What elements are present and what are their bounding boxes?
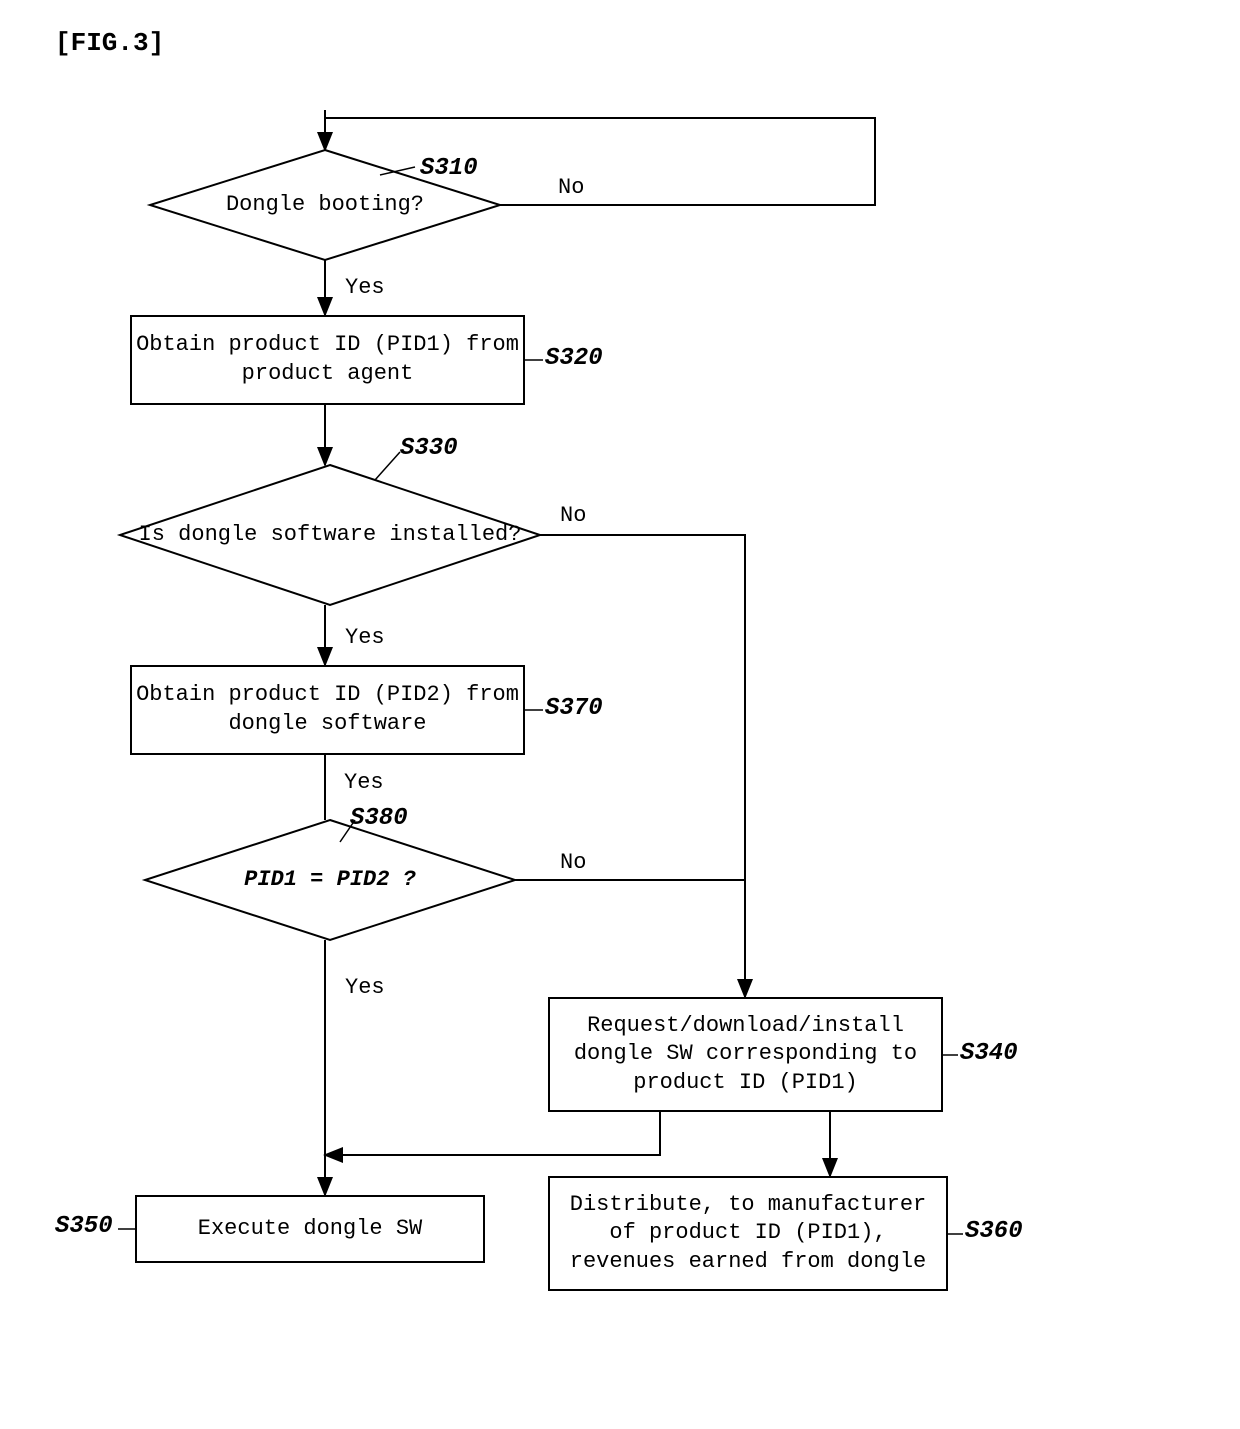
node-s350-text: Execute dongle SW [198,1215,422,1244]
node-s380-text: PID1 = PID2 ? [244,866,416,894]
node-s350: Execute dongle SW [135,1195,485,1263]
step-label-s370: S370 [545,695,603,722]
node-s340: Request/download/install dongle SW corre… [548,997,943,1112]
edge-label: No [560,850,586,875]
edge-label: Yes [345,275,385,300]
step-label-s340: S340 [960,1040,1018,1067]
step-label-s380: S380 [350,805,408,832]
node-s310-text: Dongle booting? [226,191,424,219]
step-label-s350: S350 [55,1213,113,1240]
node-s360-text: Distribute, to manufacturer of product I… [550,1191,946,1277]
node-s330-text: Is dongle software installed? [139,521,522,549]
step-label-s330: S330 [400,435,458,462]
edge-label: Yes [344,770,384,795]
edge-label: Yes [345,975,385,1000]
edge-label: Yes [345,625,385,650]
step-label-s310: S310 [420,155,478,182]
node-s320-text: Obtain product ID (PID1) from product ag… [132,331,523,388]
node-s380: PID1 = PID2 ? [145,820,515,940]
step-label-s360: S360 [965,1218,1023,1245]
node-s330: Is dongle software installed? [120,465,540,605]
node-s370-text: Obtain product ID (PID2) from dongle sof… [132,681,523,738]
step-label-s320: S320 [545,345,603,372]
edge-label: No [558,175,584,200]
node-s320: Obtain product ID (PID1) from product ag… [130,315,525,405]
node-s360: Distribute, to manufacturer of product I… [548,1176,948,1291]
node-s340-text: Request/download/install dongle SW corre… [550,1012,941,1098]
edge-label: No [560,503,586,528]
node-s370: Obtain product ID (PID2) from dongle sof… [130,665,525,755]
